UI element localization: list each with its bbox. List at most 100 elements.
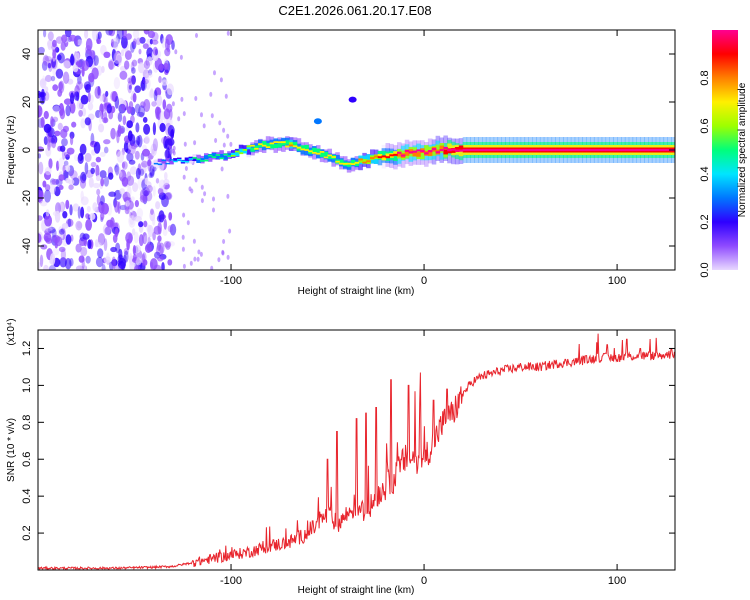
noise-speckle	[152, 122, 156, 136]
noise-speckle	[72, 64, 79, 73]
colorbar-label: Normalized spectral amplitude	[737, 82, 748, 217]
noise-speckle	[131, 59, 138, 67]
ridge-cell	[605, 148, 610, 152]
noise-speckle	[192, 238, 196, 244]
noise-speckle	[136, 135, 141, 146]
ridge-cell	[404, 149, 410, 152]
ridge-cell	[316, 148, 321, 153]
ridge-cell	[319, 152, 325, 157]
noise-speckle	[167, 259, 173, 266]
noise-speckle	[158, 75, 162, 84]
noise-speckle	[38, 161, 44, 175]
y-tick-label: 1.0	[21, 378, 33, 393]
ridge-cell	[489, 148, 495, 152]
spectrogram-x-label: Height of straight line (km)	[298, 286, 415, 297]
noise-speckle	[194, 96, 198, 101]
ridge-cell	[215, 154, 221, 156]
ridge-cell	[644, 148, 649, 152]
noise-speckle	[151, 101, 157, 107]
ridge-cell	[358, 158, 363, 161]
ridge-cell	[204, 159, 209, 162]
noise-speckle	[41, 60, 48, 71]
ridge-cell	[655, 148, 661, 152]
noise-speckle	[40, 116, 45, 128]
noise-speckle	[114, 227, 119, 238]
noise-speckle	[108, 60, 114, 70]
ridge-cell	[250, 147, 255, 152]
noise-speckle	[47, 62, 52, 69]
noise-speckle	[73, 91, 80, 101]
noise-speckle	[101, 203, 109, 215]
noise-speckle	[85, 219, 92, 231]
noise-speckle	[106, 104, 113, 114]
ridge-cell	[281, 141, 286, 144]
noise-speckle	[110, 38, 114, 48]
ridge-cell	[273, 143, 278, 149]
ridge-cell	[420, 149, 425, 160]
ridge-cell	[327, 154, 332, 159]
noise-speckle	[117, 112, 123, 123]
ridge-blob	[313, 118, 322, 125]
ridge-cell	[566, 148, 572, 152]
noise-speckle	[63, 160, 69, 167]
ridge-cell	[536, 148, 541, 152]
noise-speckle	[150, 88, 154, 98]
noise-speckle	[75, 39, 79, 46]
ridge-cell	[462, 148, 468, 152]
noise-speckle	[145, 72, 153, 78]
colorbar-tick-label: 0.2	[699, 214, 711, 229]
noise-speckle	[93, 55, 99, 66]
ridge-cell	[219, 157, 224, 160]
noise-speckle	[165, 192, 173, 201]
noise-speckle	[121, 30, 127, 39]
noise-speckle	[57, 122, 63, 130]
ridge-cell	[184, 157, 190, 162]
noise-speckle	[197, 249, 201, 255]
noise-speckle	[38, 190, 45, 200]
noise-speckle	[124, 207, 130, 215]
ridge-cell	[269, 144, 275, 149]
noise-speckle	[133, 38, 137, 46]
noise-speckle	[212, 207, 215, 213]
noise-speckle	[89, 213, 96, 220]
ridge-cell	[196, 158, 201, 160]
noise-speckle	[40, 244, 48, 250]
noise-speckle	[80, 118, 86, 129]
snr-line	[38, 333, 675, 570]
noise-speckle	[154, 106, 162, 116]
y-tick-label: -40	[21, 238, 33, 254]
noise-speckle	[47, 139, 51, 151]
ridge-cell	[385, 156, 390, 159]
ridge-cell	[300, 148, 305, 151]
ridge-cell	[177, 159, 182, 161]
noise-speckle	[149, 165, 155, 177]
noise-speckle	[181, 246, 185, 252]
noise-speckle	[203, 191, 207, 197]
noise-speckle	[141, 160, 148, 168]
noise-speckle	[135, 37, 142, 46]
noise-speckle	[58, 246, 66, 253]
ridge-cell	[397, 151, 402, 154]
noise-speckle	[196, 256, 200, 262]
noise-speckle	[84, 152, 92, 163]
noise-speckle	[158, 210, 165, 223]
noise-speckle	[182, 111, 186, 117]
noise-speckle	[116, 150, 125, 163]
noise-speckle	[94, 86, 102, 99]
spectrogram-noise-field	[38, 30, 233, 270]
noise-speckle	[177, 116, 181, 122]
ridge-cell	[165, 162, 170, 165]
noise-speckle	[96, 188, 101, 196]
noise-speckle	[92, 182, 101, 189]
noise-speckle	[77, 206, 81, 219]
noise-speckle	[193, 256, 197, 262]
noise-speckle	[138, 62, 145, 74]
ridge-cell	[207, 154, 213, 157]
snr-plot-area	[38, 330, 675, 570]
noise-speckle	[126, 120, 133, 129]
noise-speckle	[123, 140, 129, 153]
ridge-cell	[512, 148, 518, 152]
noise-speckle	[65, 104, 71, 117]
noise-speckle	[54, 46, 60, 53]
noise-speckle	[58, 185, 64, 190]
